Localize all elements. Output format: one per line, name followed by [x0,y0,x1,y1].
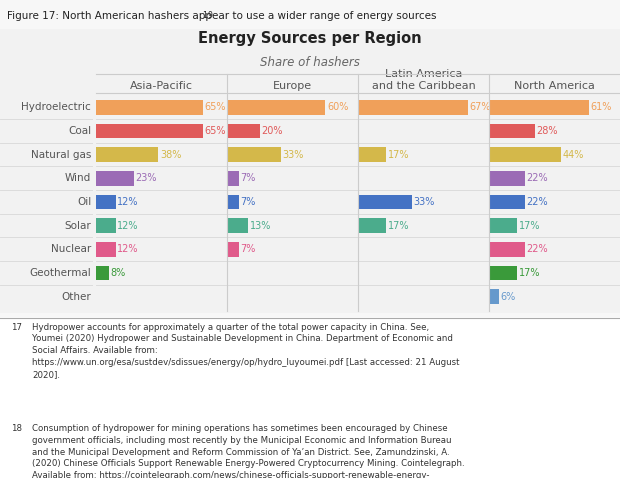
Text: 12%: 12% [117,244,139,254]
Bar [358,218,386,233]
Text: Geothermal: Geothermal [29,268,91,278]
Bar [489,100,589,115]
Text: 12%: 12% [117,197,139,207]
Bar [358,147,386,162]
Text: Wind: Wind [65,174,91,184]
Text: 33%: 33% [414,197,435,207]
Bar [227,100,326,115]
Text: 19: 19 [8,11,213,20]
Bar [227,171,239,185]
Bar [96,100,203,115]
Bar [96,195,116,209]
Text: 18: 18 [11,424,22,433]
Text: 7%: 7% [240,174,255,184]
Text: Solar: Solar [64,220,91,230]
Bar [489,289,499,304]
Text: 67%: 67% [469,102,491,112]
Text: Figure 17: North American hashers appear to use a wider range of energy sources: Figure 17: North American hashers appear… [7,11,437,21]
Bar [227,195,239,209]
Text: 8%: 8% [111,268,126,278]
Text: Consumption of hydropower for mining operations has sometimes been encouraged by: Consumption of hydropower for mining ope… [32,424,465,478]
Text: Hydropower accounts for approximately a quarter of the total power capacity in C: Hydropower accounts for approximately a … [32,323,460,379]
Bar [96,266,109,280]
Text: 44%: 44% [563,150,584,160]
Bar [489,218,517,233]
Bar [489,266,517,280]
Text: 20%: 20% [262,126,283,136]
Text: North America: North America [514,81,595,91]
Text: 61%: 61% [590,102,612,112]
Text: 60%: 60% [327,102,348,112]
Bar [489,242,525,257]
Text: 7%: 7% [240,197,255,207]
Text: 17%: 17% [388,220,409,230]
Text: 23%: 23% [135,174,157,184]
Text: Coal: Coal [68,126,91,136]
Text: 65%: 65% [204,102,226,112]
Bar [489,195,525,209]
Bar [358,195,412,209]
Bar [96,171,134,185]
Bar [489,124,535,138]
Text: 7%: 7% [240,244,255,254]
Text: Europe: Europe [273,81,312,91]
Bar [96,147,158,162]
Bar [96,218,116,233]
Text: 28%: 28% [536,126,558,136]
Bar [489,171,525,185]
Bar [227,218,249,233]
Text: 38%: 38% [160,150,181,160]
Text: 33%: 33% [283,150,304,160]
Text: 6%: 6% [500,292,516,302]
Bar [227,124,260,138]
Text: Asia-Pacific: Asia-Pacific [130,81,193,91]
Text: 17%: 17% [388,150,409,160]
Text: 12%: 12% [117,220,139,230]
Text: 22%: 22% [526,244,548,254]
Text: Latin America
and the Caribbean: Latin America and the Caribbean [371,69,476,91]
Text: 13%: 13% [250,220,272,230]
Bar [96,242,116,257]
Text: 65%: 65% [204,126,226,136]
Bar [358,100,467,115]
Text: 22%: 22% [526,174,548,184]
Bar [227,242,239,257]
Text: Other: Other [61,292,91,302]
Text: 22%: 22% [526,197,548,207]
Text: Energy Sources per Region: Energy Sources per Region [198,31,422,46]
Text: 17%: 17% [518,268,540,278]
Bar [227,147,281,162]
Bar [96,124,203,138]
Text: Share of hashers: Share of hashers [260,56,360,69]
Bar [489,147,561,162]
Text: 17: 17 [11,323,22,332]
Text: Oil: Oil [77,197,91,207]
Text: Nuclear: Nuclear [51,244,91,254]
Text: Natural gas: Natural gas [31,150,91,160]
Text: Hydroelectric: Hydroelectric [21,102,91,112]
Text: 17%: 17% [518,220,540,230]
